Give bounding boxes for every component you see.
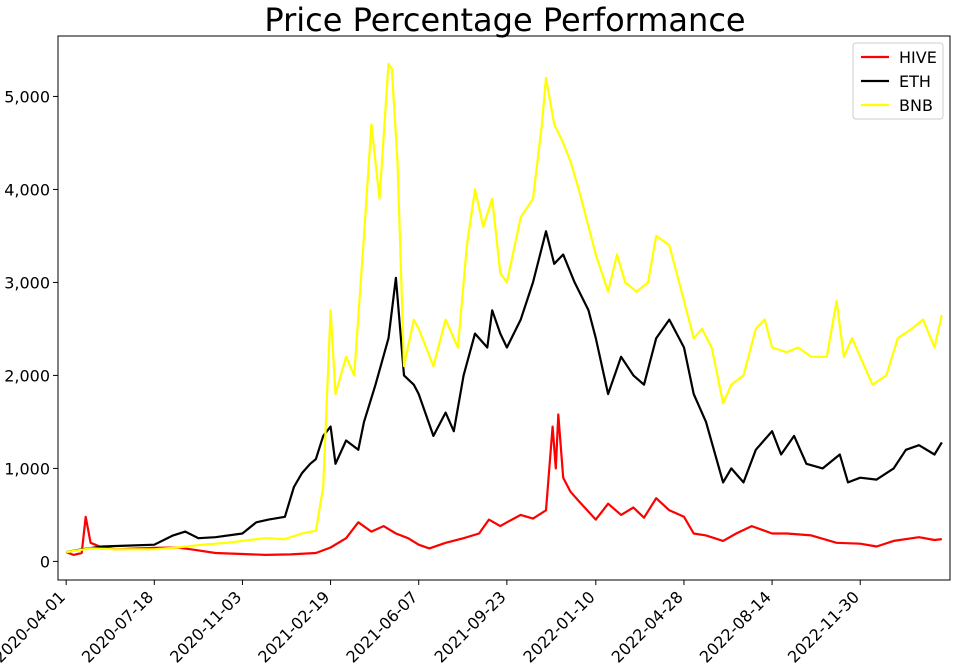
y-tick-label: 5,000 (4, 87, 50, 106)
legend-box (852, 42, 944, 120)
y-tick-label: 3,000 (4, 273, 50, 292)
y-tick-label: 2,000 (4, 366, 50, 385)
x-tick-label: 2022-08-14 (696, 587, 775, 666)
x-tick-label: 2022-11-30 (784, 587, 863, 666)
x-tick-label: 2020-07-18 (78, 587, 157, 666)
plot-frame (57, 35, 951, 581)
series-line-bnb (66, 62, 943, 554)
y-tick-label: 0 (40, 552, 50, 571)
series-line-hive (65, 413, 942, 557)
x-tick-label: 2020-11-03 (166, 587, 245, 666)
legend-label-bnb: BNB (899, 96, 933, 115)
legend-label-hive: HIVE (899, 48, 937, 67)
y-tick-label: 1,000 (4, 459, 50, 478)
series-line-eth (66, 230, 943, 554)
x-tick-label: 2021-02-19 (254, 587, 333, 666)
x-tick-label: 2021-09-23 (430, 587, 509, 666)
legend-label-eth: ETH (899, 72, 931, 91)
x-tick-label: 2022-04-28 (608, 587, 687, 666)
x-tick-label: 2022-01-10 (519, 587, 598, 666)
y-tick-label: 4,000 (4, 180, 50, 199)
x-tick-label: 2020-04-01 (0, 587, 69, 666)
x-tick-label: 2021-06-07 (342, 587, 421, 666)
chart-title: Price Percentage Performance (264, 1, 746, 39)
